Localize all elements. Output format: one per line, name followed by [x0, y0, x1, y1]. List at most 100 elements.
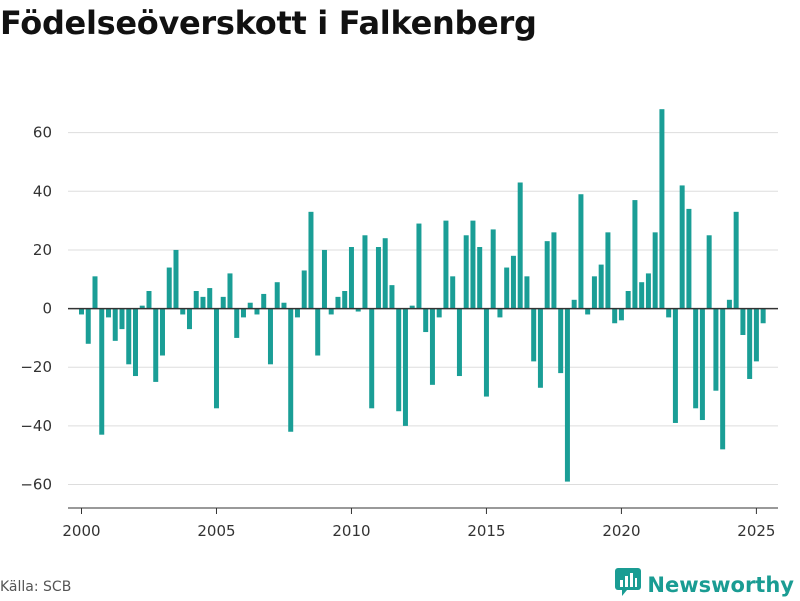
- bar: [261, 293, 267, 309]
- bar: [173, 249, 179, 309]
- y-tick-label: −60: [20, 476, 52, 494]
- bar: [645, 273, 651, 309]
- bar: [423, 308, 429, 333]
- bar: [659, 109, 665, 309]
- bar: [132, 308, 138, 377]
- x-tick-label: 2010: [332, 522, 370, 540]
- bar: [227, 273, 233, 309]
- bar: [234, 308, 240, 338]
- bar: [753, 308, 759, 362]
- bar: [726, 299, 732, 309]
- bar: [558, 308, 564, 374]
- bar: [585, 308, 591, 315]
- bar: [625, 291, 631, 309]
- bar: [517, 182, 523, 309]
- bar: [733, 211, 739, 309]
- bar: [497, 308, 503, 318]
- bar: [348, 247, 354, 309]
- bar: [180, 308, 186, 315]
- bar: [112, 308, 118, 341]
- bar: [193, 291, 199, 309]
- bar: [213, 308, 219, 409]
- bar: [99, 308, 105, 435]
- tick-labels: −60 −40 −20 0 20 40 60 2000 2005 2010 2015 2020 2025: [20, 124, 775, 540]
- bar: [207, 288, 213, 309]
- bar: [274, 282, 280, 309]
- x-tick-label: 2025: [737, 522, 775, 540]
- y-tick-label: 40: [33, 182, 52, 200]
- bar: [382, 238, 388, 309]
- bar: [240, 308, 246, 318]
- bar: [571, 299, 577, 309]
- bar: [85, 308, 91, 344]
- bar: [92, 276, 98, 309]
- bar: [308, 211, 314, 309]
- bar: [591, 276, 597, 309]
- bar: [578, 194, 584, 309]
- bar: [369, 308, 375, 409]
- bar: [281, 302, 287, 309]
- bar: [220, 296, 226, 309]
- bar: [679, 185, 685, 309]
- bar: [294, 308, 300, 318]
- bar: [375, 247, 381, 309]
- bars: [79, 109, 766, 482]
- bar: [760, 308, 766, 324]
- x-tick-label: 2020: [602, 522, 640, 540]
- bar: [483, 308, 489, 397]
- bar: [362, 235, 368, 309]
- bar: [409, 305, 415, 309]
- bar: [510, 255, 516, 309]
- bar: [355, 308, 361, 312]
- bar: [524, 276, 530, 309]
- bar: [429, 308, 435, 385]
- bar: [490, 229, 496, 309]
- bar: [450, 276, 456, 309]
- bar: [328, 308, 334, 315]
- bar: [720, 308, 726, 450]
- y-tick-label: −40: [20, 417, 52, 435]
- bar: [321, 249, 327, 309]
- bar: [402, 308, 408, 426]
- axes: [68, 307, 778, 514]
- bar: [200, 296, 206, 309]
- bar: [119, 308, 125, 330]
- bar: [504, 267, 510, 309]
- bar: [267, 308, 273, 365]
- x-tick-label: 2005: [197, 522, 235, 540]
- bar: [747, 308, 753, 379]
- bar: [672, 308, 678, 423]
- bar: [105, 308, 111, 318]
- bar: [612, 308, 618, 324]
- bar: [666, 308, 672, 318]
- bar: [605, 232, 611, 309]
- bar: [713, 308, 719, 391]
- bar: [463, 235, 469, 309]
- bar: [551, 232, 557, 309]
- x-tick-label: 2015: [467, 522, 505, 540]
- y-tick-label: 0: [42, 300, 52, 318]
- bar: [740, 308, 746, 335]
- bar: [342, 291, 348, 309]
- brand-logo[interactable]: Newsworthy: [615, 568, 794, 601]
- bar: [706, 235, 712, 309]
- bar: [389, 285, 395, 309]
- bar: [301, 270, 307, 309]
- bar: [618, 308, 624, 321]
- bar: [254, 308, 260, 315]
- source-note: Källa: SCB: [0, 579, 72, 595]
- bar: [126, 308, 132, 365]
- bar: [396, 308, 402, 412]
- chart-title: Födelseöverskott i Falkenberg: [0, 4, 537, 42]
- bar: [456, 308, 462, 377]
- x-tick-label: 2000: [62, 522, 100, 540]
- bar: [288, 308, 294, 432]
- y-tick-label: 60: [33, 124, 52, 142]
- bar: [693, 308, 699, 409]
- bar: [186, 308, 192, 330]
- bar: [598, 264, 604, 309]
- bar: [139, 305, 145, 309]
- bar: [544, 241, 550, 309]
- bar: [416, 223, 422, 309]
